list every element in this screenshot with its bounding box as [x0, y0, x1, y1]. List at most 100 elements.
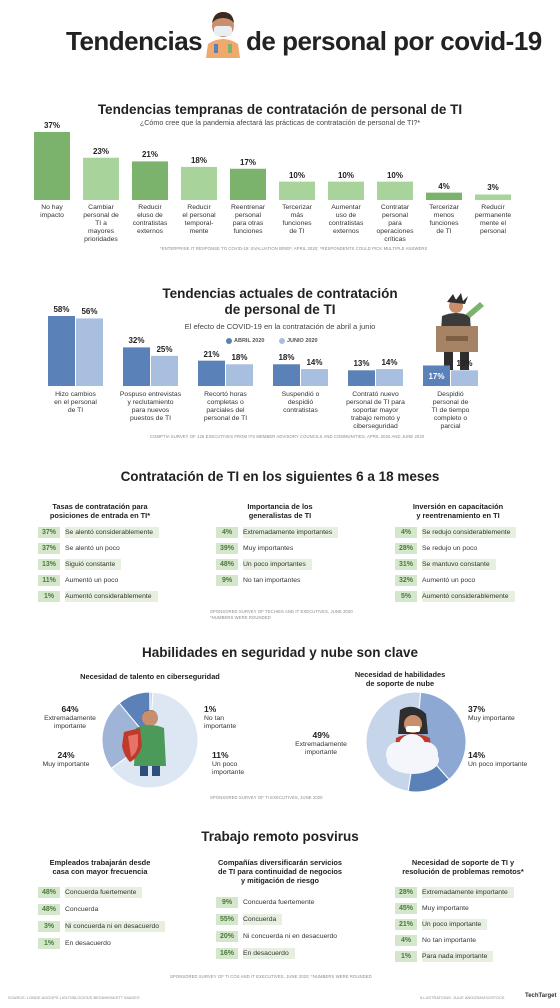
cyber-slice-pct-1: 24%: [57, 750, 75, 760]
bar-5: [279, 181, 315, 200]
category-label-7-line-2: para: [388, 220, 402, 227]
section1-subtitle: ¿Cómo cree que la pandemia afectará las …: [139, 118, 421, 127]
category-label-8-line-2: funciones: [429, 220, 459, 227]
cloud-slice-pct-1: 37%: [468, 704, 486, 714]
s5-col3-head-line1: Necesidad de soporte de TI y: [411, 858, 515, 867]
category-label-3-line-1: el personal: [182, 212, 216, 219]
row-text: Concuerda fuertemente: [65, 887, 143, 898]
row-text: Concuerda fuertemente: [243, 899, 315, 906]
category-label-1-line-2: para nuevos: [131, 407, 170, 414]
s5-col1-head-line2: casa con mayor frecuencia: [52, 867, 148, 876]
list-row: 13% Siguió constante: [38, 559, 188, 570]
row-pct: 9%: [216, 897, 238, 908]
footer-source: SOURCE: LONDE ADGOPS LIGHT/BLOCKS/S BEGN…: [8, 996, 140, 1000]
list-row: 4% Se redujo considerablemente: [395, 527, 545, 538]
row-text: Siguió constante: [65, 559, 122, 570]
list-row: 1% Para nada importante: [395, 951, 545, 962]
category-label-5-line-1: personal de: [432, 399, 469, 406]
category-label-2-line-1: completas o: [207, 399, 244, 406]
row-text: Se alentó considerablemente: [65, 527, 160, 538]
category-label-8-line-0: Tercerizar: [429, 204, 459, 211]
row-pct: 4%: [216, 527, 238, 538]
category-label-1-line-2: TI a: [95, 220, 107, 227]
list-row: 20% Ni concuerda ni en desacuerdo: [216, 931, 366, 942]
category-label-3-line-0: Reducir: [187, 204, 211, 211]
category-label-0: No hay impacto: [28, 204, 76, 220]
row-pct: 48%: [38, 904, 60, 915]
s5-col1-head: Empleados trabajarán desde casa con mayo…: [30, 858, 170, 876]
category-label-2-line-3: externos: [136, 228, 164, 235]
s3-col3-head-line2: y reentrenamiento en TI: [416, 511, 500, 520]
category-label-1-line-3: puestos de TI: [129, 415, 172, 422]
category-label-1-line-0: Cambiar: [88, 204, 114, 211]
category-label-4-line-2: para otras: [232, 220, 264, 227]
list-row: 11% Aumentó un poco: [38, 575, 188, 586]
category-label-1-line-0: Pospuso entrevistas: [119, 391, 182, 398]
bar-label-1-3: 14%: [306, 358, 323, 368]
category-label-5-line-3: completo o: [433, 415, 468, 422]
row-text: Ni concuerda ni en desacuerdo: [65, 921, 166, 932]
list-row: 48% Un poco importantes: [216, 559, 366, 570]
list-row: 31% Se mantuvo constante: [395, 559, 545, 570]
cyber-slice-label-3: No tan importante: [204, 715, 237, 730]
bar-label-1-1: 25%: [156, 344, 173, 354]
row-text: Para nada importante: [422, 951, 494, 962]
s3-col1-head: Tasas de contratación para posiciones de…: [30, 502, 170, 520]
category-label-5-line-3: de TI: [289, 228, 305, 235]
list-row: 16% En desacuerdo: [216, 948, 366, 959]
category-label-4-line-0: Reentrenar: [230, 204, 265, 211]
section2-subtitle: El efecto de COVID-19 en la contratación…: [184, 322, 376, 331]
category-label-1-line-1: y reclutamiento: [127, 399, 174, 406]
row-pct: 4%: [395, 527, 417, 538]
category-label-5-line-0: Tercerizar: [282, 204, 312, 211]
s3-col2-head-line2: generalistas de TI: [248, 511, 312, 520]
section3-footnote2: *NUMBERS WERE ROUNDED: [210, 615, 271, 620]
category-label-5-line-4: parcial: [440, 423, 461, 430]
category-label-4: Reentrenar personal para otras funciones: [224, 204, 272, 236]
bar-label-0-0: 58%: [53, 305, 70, 314]
section3-title: Contratación de TI en los siguientes 6 a…: [120, 469, 440, 484]
list-row: 55% Concuerda: [216, 914, 366, 925]
section5-title: Trabajo remoto posvirus: [201, 829, 359, 844]
title-right: de personal por covid-19: [246, 26, 542, 56]
row-pct: 28%: [395, 543, 417, 554]
row-text: No tan importantes: [243, 577, 301, 584]
category-label-8-line-3: de TI: [436, 228, 452, 235]
s5-col2-head: Compañías diversificarán servicios de TI…: [200, 858, 360, 885]
category-label-2-line-0: Recortó horas: [204, 391, 247, 398]
category-label-9: Reducir permanente mente el personal: [469, 204, 517, 236]
category-label-0-line-0: Hizo cambios: [55, 391, 96, 398]
s3-col1-head-line2: posiciones de entrada en TI*: [49, 511, 151, 520]
category-label-2-line-2: contratistas: [132, 220, 168, 227]
category-label-0-line-2: de TI: [67, 407, 84, 414]
category-label-4-line-2: soportar mayor: [352, 407, 399, 414]
row-text: No tan importante: [422, 937, 477, 944]
row-text: Aumentó considerablemente: [422, 591, 515, 602]
section2-footnote: COMPTIA SURVEY OF 125 EXECUTIVES FROM IT…: [150, 434, 425, 439]
row-text: Extremadamente importante: [422, 887, 514, 898]
list-row: 3% Ni concuerda ni en desacuerdo: [38, 921, 188, 932]
row-pct: 11%: [38, 575, 60, 586]
category-label-2-line-1: eluso de: [137, 212, 163, 219]
bar-label-3: 18%: [190, 155, 207, 165]
bar-junio-2020-5: [451, 370, 478, 386]
bar-junio-2020-2: [226, 364, 253, 386]
category-label-3-line-0: Suspendió o: [281, 391, 320, 398]
list-row: 39% Muy importantes: [216, 543, 366, 554]
legend-swatch-june: [279, 338, 285, 344]
list-row: 4% No tan importante: [395, 935, 545, 946]
cyber-slice-label-2: Un poco importante: [212, 761, 245, 776]
category-label-3-line-3: mente: [189, 228, 209, 235]
category-label-5-line-1: más: [290, 212, 304, 219]
category-label-6-line-1: uso de: [335, 212, 357, 219]
s5-col1-head-line1: Empleados trabajarán desde: [49, 858, 151, 867]
cyber-slice-label-1: Muy importante: [42, 761, 90, 768]
bar-abril-2020-1: [123, 347, 150, 386]
row-text: Un poco importantes: [243, 559, 312, 570]
category-label-5-line-2: funciones: [282, 220, 312, 227]
category-label-3: Reducir el personal temporal-mente: [175, 204, 223, 236]
legend-april: ABRIL 2020: [234, 338, 265, 344]
bar-junio-2020-1: [151, 355, 178, 386]
